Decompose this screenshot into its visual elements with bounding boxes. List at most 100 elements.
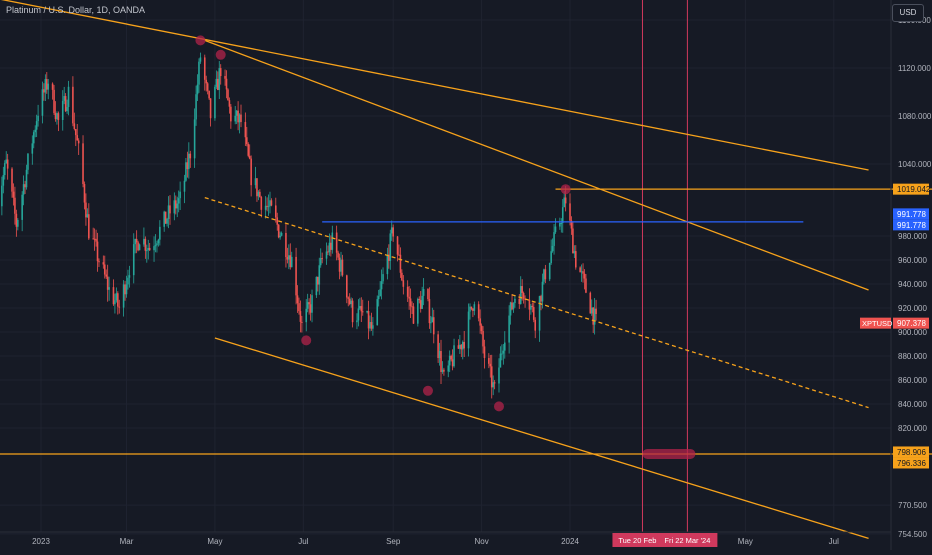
candle-body: [327, 251, 329, 253]
candle-body: [209, 98, 212, 119]
candle-body: [246, 137, 248, 145]
candle-body: [508, 315, 510, 343]
candle-body: [447, 365, 450, 372]
candle-body: [45, 79, 48, 90]
time-tick-label: Jul: [829, 537, 839, 546]
candle-body: [5, 159, 8, 164]
candle-body: [248, 155, 251, 159]
candle-body: [570, 220, 573, 229]
candle-body: [125, 284, 128, 295]
candle-body: [479, 318, 481, 326]
candle-body: [389, 233, 392, 261]
price-tick-label: 754.500: [898, 530, 927, 539]
candle-body: [461, 341, 464, 350]
candle-body: [254, 178, 257, 186]
price-label-text: 991.778: [897, 210, 926, 219]
time-tick-label: Sep: [386, 537, 401, 546]
candle-body: [274, 205, 277, 218]
price-tick-label: 1120.000: [898, 64, 931, 73]
price-label-text: 796.336: [897, 459, 926, 468]
candle-body: [108, 287, 110, 290]
candle-body: [308, 302, 310, 305]
candle-body: [85, 202, 87, 218]
price-label-badge: [893, 219, 929, 231]
price-label-badge: [893, 183, 929, 195]
candle-body: [235, 110, 238, 116]
candle-body: [247, 144, 250, 156]
candle-body: [328, 242, 331, 253]
candle-body: [553, 232, 555, 246]
candle-body: [569, 203, 571, 221]
chart-title: Platinum / U.S. Dollar, 1D, OANDA: [6, 5, 146, 15]
currency-button[interactable]: USD: [892, 4, 924, 22]
candle-body: [290, 256, 293, 268]
candle-body: [122, 284, 125, 308]
candle-body: [534, 319, 537, 331]
candle-body: [574, 251, 577, 268]
candle-body: [502, 350, 505, 354]
candle-body: [147, 247, 150, 251]
candle-body: [82, 143, 84, 185]
candle-body: [432, 317, 435, 335]
candle-body: [34, 129, 37, 133]
time-axis[interactable]: 2023 Mar May Jul Sep Nov 2024 May Jul: [32, 537, 839, 546]
candle-body: [185, 162, 187, 181]
candle-body: [511, 302, 513, 310]
candle-body: [57, 113, 60, 120]
candle-body: [230, 106, 232, 122]
candle-body: [44, 79, 47, 93]
candle-body: [146, 250, 148, 252]
candle-body: [489, 363, 492, 367]
pivot-marker: [215, 49, 226, 60]
candle-body: [76, 135, 79, 141]
candle-body: [530, 305, 532, 310]
candle-body: [257, 191, 260, 197]
candle-body: [519, 286, 522, 304]
candle-body: [118, 306, 121, 308]
pivot-marker: [422, 385, 433, 396]
candle-body: [509, 302, 512, 316]
candle-body: [382, 274, 384, 282]
candle-body: [386, 254, 389, 275]
candle-body: [490, 366, 493, 388]
candle-body: [83, 184, 86, 203]
candle-body: [309, 304, 312, 313]
candle-body: [554, 226, 557, 233]
candle-body: [73, 123, 76, 130]
candle-body: [311, 295, 313, 313]
date-label-badge: [657, 533, 718, 547]
candle-body: [463, 341, 465, 349]
pivot-marker: [493, 401, 504, 412]
candle-body: [132, 244, 135, 276]
candle-body: [277, 224, 280, 238]
last-price-text: 907.378: [897, 319, 926, 328]
candle-body: [492, 382, 494, 388]
candle-body: [551, 245, 554, 252]
candle-body: [301, 321, 303, 323]
candle-body: [548, 263, 551, 280]
candle-body: [532, 307, 535, 320]
candle-body: [412, 306, 415, 324]
candle-body: [148, 247, 151, 251]
candle-body: [372, 325, 374, 329]
candle-body: [264, 205, 267, 210]
candle-body: [134, 238, 137, 245]
candle-body: [498, 367, 500, 384]
candle-body: [157, 239, 160, 244]
candle-body: [572, 228, 574, 254]
candle-body: [443, 369, 445, 372]
pivot-markers: [195, 35, 696, 459]
candle-body: [512, 303, 515, 310]
candle-body: [267, 206, 270, 208]
candle-body: [440, 351, 442, 372]
date-label-text: Fri 22 Mar '24: [664, 536, 710, 545]
candle-body: [43, 89, 45, 93]
candle-body: [360, 306, 363, 312]
candle-body: [198, 61, 200, 85]
candle-body: [325, 251, 328, 259]
candle-body: [388, 254, 390, 261]
candle-body: [579, 267, 581, 273]
candle-body: [595, 308, 597, 314]
candle-body: [88, 214, 90, 239]
